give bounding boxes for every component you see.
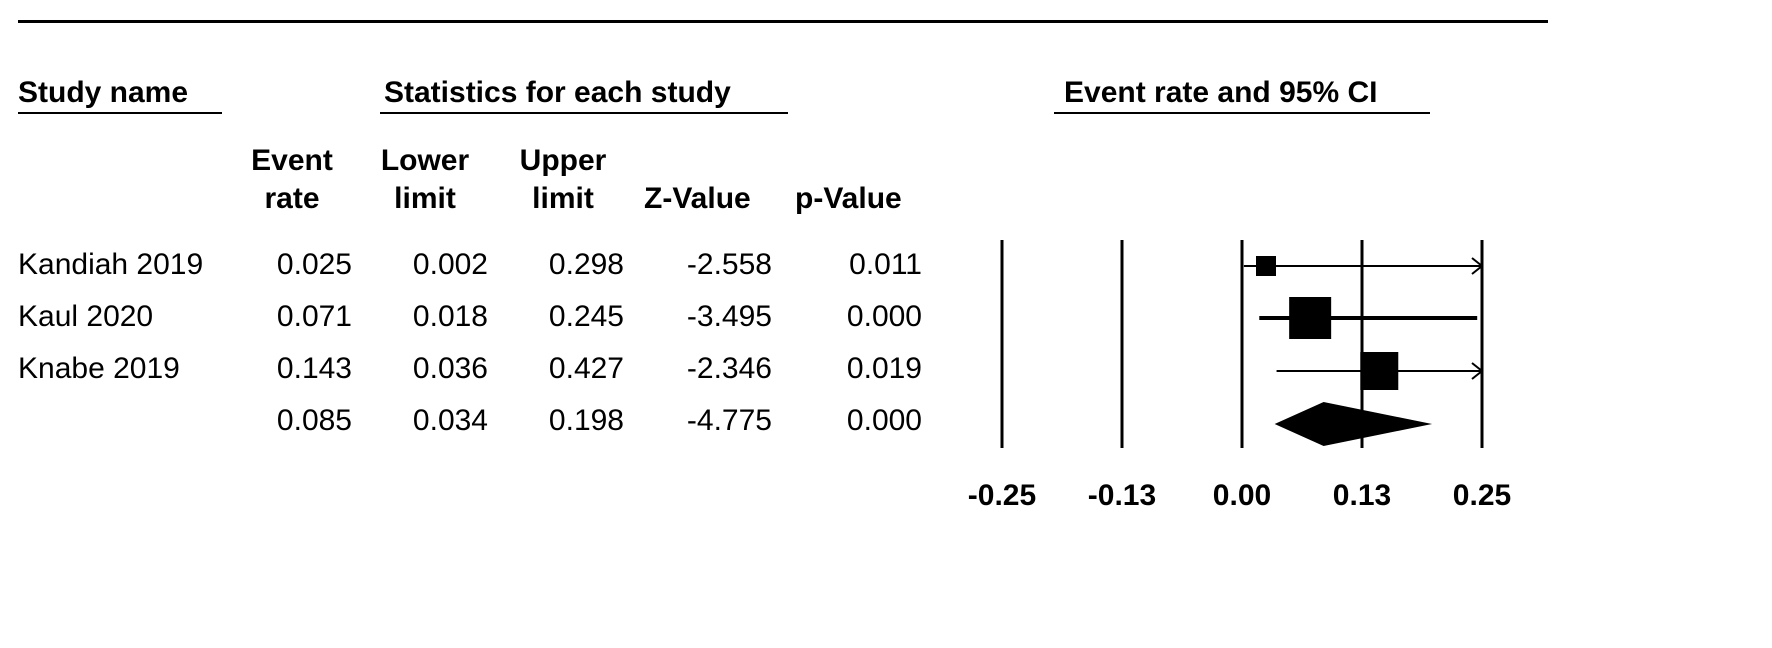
row-study-name: Kaul 2020 (18, 300, 154, 333)
col-p-value: p-Value (795, 182, 902, 215)
statistics-header: Statistics for each study (384, 76, 731, 109)
row-event-rate: 0.025 (276, 248, 352, 281)
col-lower-limit-line1: Lower (380, 144, 470, 177)
plot-underline (1054, 112, 1430, 114)
summary-p-value: 0.000 (846, 404, 922, 437)
row-z-value: -3.495 (686, 300, 772, 333)
row-event-rate: 0.071 (276, 300, 352, 333)
row-upper-limit: 0.298 (548, 248, 624, 281)
row-lower-limit: 0.036 (412, 352, 488, 385)
study-name-underline (18, 112, 222, 114)
summary-lower-limit: 0.034 (412, 404, 488, 437)
study-name-header: Study name (18, 76, 189, 109)
summary-event-rate: 0.085 (276, 404, 352, 437)
col-upper-limit-line1: Upper (519, 144, 607, 177)
ci-arrow (1471, 257, 1484, 275)
x-tick-label: 0.13 (1333, 479, 1391, 512)
col-lower-limit-line2: limit (394, 182, 456, 215)
row-p-value: 0.011 (849, 248, 922, 281)
col-upper-limit-line2: limit (532, 182, 594, 215)
col-z-value: Z-Value (644, 182, 751, 215)
row-upper-limit: 0.245 (548, 300, 624, 333)
row-p-value: 0.000 (846, 300, 922, 333)
point-estimate (1289, 297, 1332, 339)
summary-z-value: -4.775 (686, 404, 772, 437)
ci-arrow (1471, 362, 1484, 380)
row-upper-limit: 0.427 (548, 352, 624, 385)
summary-upper-limit: 0.198 (548, 404, 624, 437)
statistics-underline (380, 112, 788, 114)
row-study-name: Kandiah 2019 (18, 248, 204, 281)
x-tick-label: -0.13 (1088, 479, 1156, 512)
row-study-name: Knabe 2019 (18, 352, 180, 385)
point-estimate (1256, 256, 1276, 276)
row-z-value: -2.346 (686, 352, 772, 385)
col-event-rate-line1: Event (251, 144, 333, 177)
point-estimate (1360, 352, 1399, 390)
col-event-rate: Event rate (242, 142, 342, 218)
x-tick-label: 0.25 (1453, 479, 1511, 512)
row-p-value: 0.019 (846, 352, 922, 385)
row-lower-limit: 0.018 (412, 300, 488, 333)
summary-diamond (1274, 402, 1433, 446)
plot-header: Event rate and 95% CI (1064, 76, 1378, 109)
col-lower-limit: Lower limit (370, 142, 480, 218)
x-tick-label: 0.00 (1213, 479, 1271, 512)
col-upper-limit: Upper limit (508, 142, 618, 218)
col-event-rate-line2: rate (264, 182, 320, 215)
x-tick-label: -0.25 (968, 479, 1036, 512)
row-event-rate: 0.143 (276, 352, 352, 385)
row-z-value: -2.558 (686, 248, 772, 281)
row-lower-limit: 0.002 (412, 248, 488, 281)
top-rule (18, 20, 1548, 23)
